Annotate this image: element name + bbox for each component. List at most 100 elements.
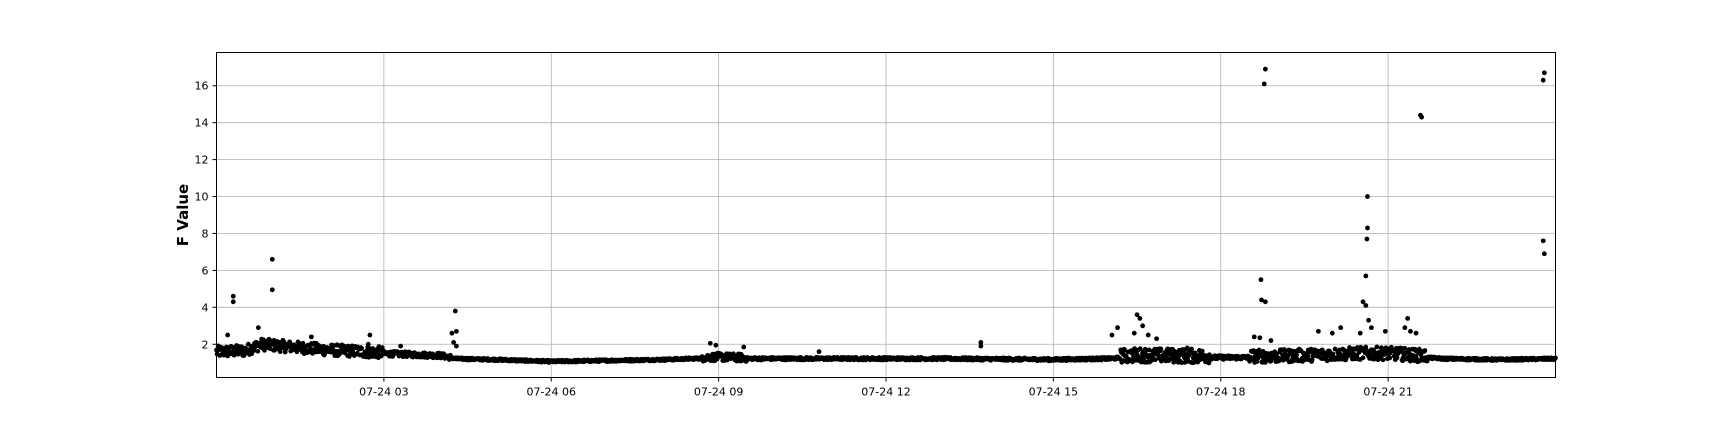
outlier-point <box>1540 238 1546 244</box>
outlier-point <box>741 344 747 350</box>
x-tick-label: 07-24 18 <box>1196 386 1245 399</box>
outlier-point <box>978 343 984 349</box>
data-point <box>262 347 267 353</box>
axis-ticks: 07-24 03 07-24 06 07-24 09 07-24 12 07-24 15… <box>195 80 1413 399</box>
outlier-point <box>269 256 275 262</box>
grid <box>216 52 1556 378</box>
data-point <box>1332 346 1338 352</box>
data-point <box>1363 344 1369 350</box>
outlier-point <box>1541 70 1547 76</box>
outlier-point <box>707 340 713 346</box>
data-point <box>1324 358 1330 364</box>
x-tick-label: 07-24 21 <box>1363 386 1412 399</box>
data-point <box>1268 358 1274 364</box>
data-point <box>1360 355 1366 361</box>
outlier-point <box>1540 77 1546 83</box>
outlier-point <box>1137 316 1143 321</box>
outlier-point <box>1258 277 1264 283</box>
data-point <box>1416 346 1422 352</box>
outlier-point <box>1357 330 1363 336</box>
data-point <box>1402 345 1408 351</box>
y-tick-label: 14 <box>195 117 209 130</box>
data-point <box>255 348 261 354</box>
outlier-point <box>1413 330 1419 336</box>
outlier-point <box>1405 316 1411 321</box>
outlier-point <box>454 328 459 334</box>
x-tick-label: 07-24 09 <box>694 386 743 399</box>
y-tick-label: 6 <box>202 264 209 277</box>
y-tick-label: 12 <box>195 154 209 167</box>
data-point <box>1158 346 1164 352</box>
y-tick-label: 10 <box>195 191 209 204</box>
outlier-point <box>1363 303 1369 308</box>
x-tick-label: 07-24 03 <box>359 386 408 399</box>
outlier-point <box>1364 236 1370 242</box>
data-point <box>359 346 365 351</box>
outlier-point <box>230 299 236 305</box>
y-tick-label: 8 <box>202 227 209 240</box>
outlier-point <box>1184 345 1190 351</box>
x-tick-label: 07-24 12 <box>861 386 910 399</box>
outlier-point <box>1261 81 1267 87</box>
outlier-point <box>1134 312 1140 318</box>
data-point <box>379 345 385 350</box>
outlier-point <box>1363 273 1369 279</box>
data-point <box>1206 360 1212 366</box>
data-point <box>1199 348 1205 354</box>
outlier-point <box>1115 325 1120 331</box>
outlier-point <box>1315 328 1321 334</box>
outlier-point <box>365 341 371 347</box>
outlier-point <box>1257 335 1263 341</box>
y-tick-label: 4 <box>202 301 209 314</box>
outlier-point <box>1368 325 1374 331</box>
x-tick-label: 07-24 06 <box>527 386 576 399</box>
outlier-point <box>1402 325 1408 331</box>
outlier-point <box>269 287 275 293</box>
outlier-point <box>1262 299 1268 305</box>
outlier-point <box>1140 323 1146 329</box>
outlier-point <box>1329 330 1335 336</box>
outlier-point <box>230 293 236 299</box>
outlier-point <box>452 308 458 314</box>
data-point <box>1185 356 1191 362</box>
y-tick-label: 2 <box>202 338 209 351</box>
outlier-point <box>1541 251 1547 257</box>
outlier-point <box>1251 334 1257 340</box>
outlier-point <box>451 340 457 345</box>
data-point <box>1380 357 1386 363</box>
outlier-point <box>1360 299 1366 305</box>
outlier-point <box>816 349 822 355</box>
outlier-point <box>308 334 314 340</box>
outlier-point <box>1382 328 1388 334</box>
y-axis-title: F Value <box>174 184 192 246</box>
data-points <box>214 66 1558 366</box>
data-point <box>277 349 283 355</box>
outlier-point <box>713 342 719 348</box>
outlier-point <box>1262 66 1268 72</box>
outlier-point <box>1154 336 1159 342</box>
x-tick-label: 07-24 15 <box>1029 386 1078 399</box>
outlier-point <box>978 340 984 345</box>
data-point <box>1137 346 1143 352</box>
outlier-point <box>1259 297 1264 303</box>
outlier-point <box>1408 328 1413 334</box>
y-tick-label: 16 <box>195 80 209 93</box>
outlier-point <box>398 343 404 349</box>
outlier-point <box>1131 330 1137 336</box>
outlier-point <box>454 343 459 349</box>
outlier-point <box>1366 317 1371 323</box>
outlier-point <box>367 332 373 338</box>
data-point <box>1374 344 1380 350</box>
outlier-point <box>1145 332 1151 338</box>
outlier-point <box>1419 114 1424 120</box>
outlier-point <box>449 330 455 336</box>
data-point <box>1189 346 1194 352</box>
outlier-point <box>1109 332 1115 338</box>
data-point <box>1152 357 1158 363</box>
outlier-point <box>1365 225 1370 231</box>
outlier-point <box>1338 325 1344 331</box>
outlier-point <box>225 332 231 338</box>
data-point <box>1394 355 1400 361</box>
data-point <box>350 348 356 354</box>
